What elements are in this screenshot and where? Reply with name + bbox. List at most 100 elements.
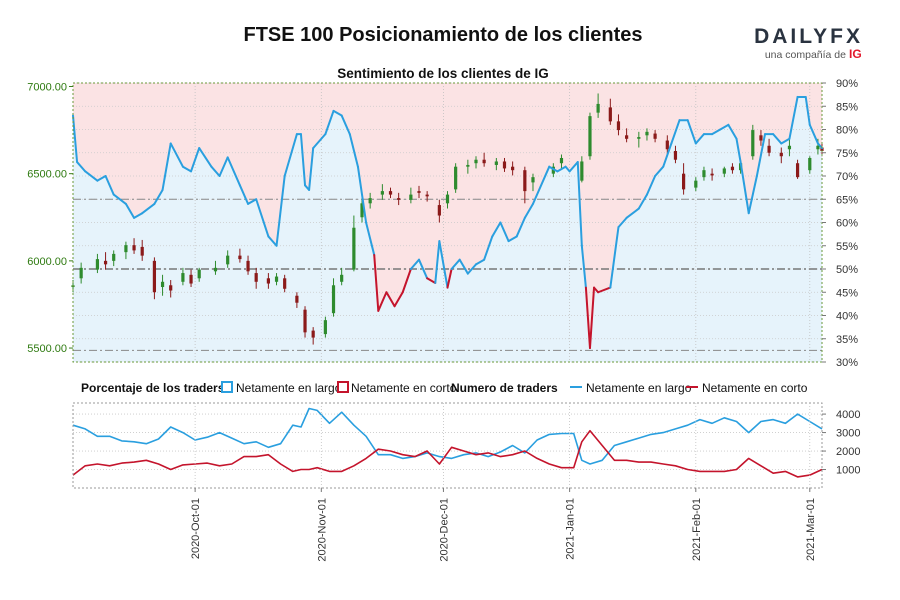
sentiment-segment — [588, 286, 596, 350]
candle-body — [124, 245, 128, 253]
sentiment-segment — [299, 133, 307, 187]
candle-body — [331, 285, 336, 314]
legend-num-title: Numero de traders — [451, 381, 558, 395]
candle-body — [596, 103, 600, 113]
sentiment-segment — [312, 133, 327, 150]
sentiment-segment — [308, 147, 315, 191]
candle-body — [274, 276, 279, 282]
sentiment-segment — [637, 193, 648, 210]
sentiment-segment — [499, 221, 510, 243]
date-tick-label: 2021-Feb-01 — [691, 498, 703, 561]
sentiment-segment — [772, 133, 783, 145]
sentiment-segment — [198, 147, 213, 168]
sentiment-segment — [324, 109, 335, 136]
sentiment-segment — [576, 161, 583, 247]
logo-tagline: una compañía de — [765, 49, 846, 61]
sentiment-segment — [483, 235, 494, 261]
sentiment-segment — [645, 175, 657, 196]
candle-body — [494, 161, 498, 165]
candle-body — [213, 267, 218, 272]
sentiment-segment — [72, 114, 79, 164]
sentiment-segment — [686, 119, 697, 145]
percent-tick-label: 50% — [836, 264, 858, 276]
candle-body — [152, 260, 157, 293]
candle-body — [283, 278, 287, 289]
sentiment-segment — [670, 119, 681, 145]
sentiment-segment — [426, 277, 437, 284]
sentiment-segment — [466, 263, 477, 275]
price-tick-label: 6000.00 — [27, 256, 67, 268]
candle-body — [246, 260, 250, 272]
sentiment-segment — [727, 123, 738, 140]
sentiment-segment — [133, 212, 144, 219]
long-area-fill — [73, 96, 822, 363]
sentiment-segment — [654, 165, 665, 177]
sentiment-segment — [348, 133, 359, 168]
date-tick-label: 2021-Mar-01 — [805, 498, 817, 561]
candle-body — [303, 309, 307, 333]
price-candles — [71, 93, 824, 345]
sentiment-segment — [808, 123, 819, 145]
candle-body — [559, 157, 564, 164]
percent-tick-label: 45% — [836, 287, 858, 299]
candle-body — [238, 255, 242, 260]
candle-body — [445, 194, 450, 204]
candle-body — [608, 107, 612, 122]
candle-body — [380, 191, 384, 195]
candle-body — [417, 191, 421, 193]
sentiment-segment — [247, 198, 258, 205]
candle-body — [665, 140, 669, 150]
candle-body — [511, 166, 515, 171]
legend-pct-long: Netamente en largo — [236, 381, 342, 395]
candle-body — [502, 161, 507, 169]
sub-panel-frame — [72, 402, 823, 489]
sentiment-segment — [161, 142, 172, 191]
sentiment-segment — [450, 258, 461, 270]
sentiment-segment — [104, 175, 115, 196]
candle-body — [580, 161, 584, 181]
candle-body — [795, 163, 800, 178]
sentiment-segment — [609, 226, 620, 289]
sentiment-segment — [584, 286, 591, 350]
sentiment-segment — [491, 221, 502, 238]
candle-body — [779, 152, 783, 157]
candle-body — [523, 170, 527, 192]
sentiment-segment — [617, 216, 628, 229]
sentiment-segment — [694, 133, 705, 145]
sub-gridlines — [73, 413, 822, 470]
sentiment-segment — [625, 207, 640, 219]
sentiment-segment — [112, 193, 127, 205]
sentiment-segment — [238, 184, 250, 205]
chart-title: FTSE 100 Posicionamiento de los clientes — [243, 24, 642, 46]
candle-body — [637, 137, 641, 139]
sentiment-segment — [365, 221, 376, 257]
candle-body — [751, 130, 755, 157]
count-tick-label: 2000 — [836, 446, 860, 458]
candle-body — [409, 194, 413, 200]
candle-body — [722, 168, 726, 174]
traders-count-panel: 1000 2000 3000 4000 — [72, 402, 860, 489]
count-axis: 1000 2000 3000 4000 — [822, 409, 860, 477]
date-tick-label: 2020-Nov-01 — [316, 498, 328, 562]
candle-body — [388, 191, 393, 195]
sentiment-segment — [597, 286, 612, 294]
legend-pct-short-swatch — [337, 381, 349, 393]
candle-body — [311, 330, 315, 338]
date-tick-label: 2021-Jan-01 — [565, 498, 577, 560]
candle-body — [112, 253, 116, 261]
sentiment-segment — [255, 198, 270, 238]
sentiment-segment — [735, 137, 742, 164]
candle-body — [653, 133, 657, 139]
percent-tick-label: 80% — [836, 125, 858, 137]
sentiment-segment — [593, 286, 600, 294]
candle-body — [767, 145, 771, 153]
sentiment-segment — [275, 175, 286, 247]
trader-lines — [72, 407, 823, 478]
candle-body — [323, 320, 327, 335]
candle-body — [616, 121, 621, 131]
sentiment-segment — [385, 291, 396, 308]
sentiment-segment — [141, 202, 156, 215]
candle-body — [531, 177, 535, 183]
sentiment-segment — [458, 258, 469, 275]
sentiment-segment — [96, 175, 107, 182]
